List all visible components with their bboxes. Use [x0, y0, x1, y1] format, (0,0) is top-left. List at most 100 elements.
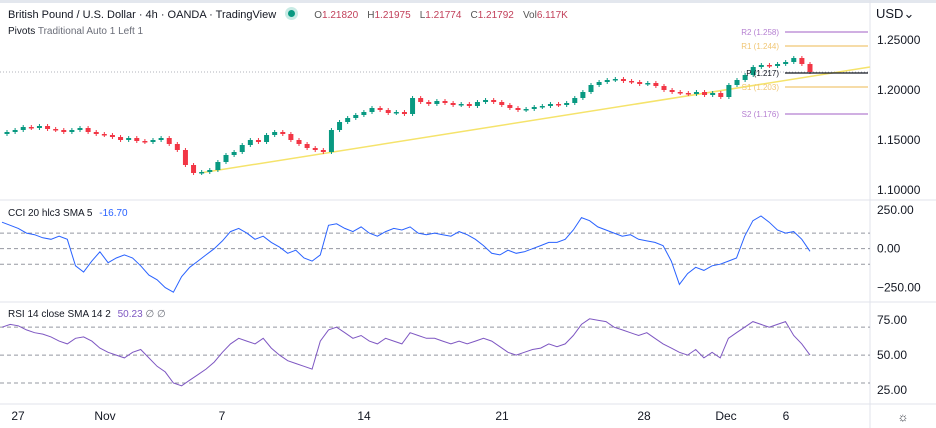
candle-body — [215, 162, 221, 170]
candle-body — [385, 110, 391, 113]
symbol-legend: British Pound / U.S. Dollar · 4h · OANDA… — [8, 9, 568, 21]
candle-body — [272, 132, 278, 135]
currency-selector[interactable]: USD⌄ — [876, 6, 915, 21]
low-value: 1.21774 — [425, 10, 462, 21]
time-tick-label: 28 — [637, 409, 651, 423]
candle-body — [783, 62, 789, 64]
candle-body — [458, 104, 464, 106]
candle-body — [766, 65, 772, 67]
candle-body — [12, 130, 18, 132]
candle-body — [126, 138, 132, 140]
candle-body — [231, 152, 237, 155]
pivots-legend[interactable]: Pivots Traditional Auto 1 Left 1 — [8, 26, 143, 37]
high-value: 1.21975 — [374, 10, 411, 21]
candle-body — [677, 92, 683, 94]
time-tick-label: 6 — [783, 409, 790, 423]
rsi-name: RSI 14 close SMA 14 2 — [8, 309, 111, 320]
trendline — [199, 66, 871, 174]
candle-body — [718, 93, 724, 97]
candle-body — [742, 75, 748, 80]
candle-body — [320, 150, 326, 152]
candle-body — [377, 108, 383, 110]
price-tick-label: 1.15000 — [877, 133, 921, 147]
low-label: L — [419, 10, 426, 21]
candle-body — [28, 127, 34, 129]
candle-body — [20, 127, 26, 130]
settings-gear-icon: ☼ — [898, 410, 909, 424]
candle-body — [572, 98, 578, 103]
candle-body — [507, 105, 513, 108]
time-tick-label: 21 — [495, 409, 509, 423]
candle-body — [207, 170, 213, 172]
candle-body — [199, 172, 205, 174]
candle-body — [247, 140, 253, 145]
candle-body — [734, 80, 740, 85]
candle-body — [523, 109, 529, 111]
candle-body — [580, 92, 586, 98]
pivot-label-r1: R1 (1.244) — [741, 42, 779, 51]
candle-body — [118, 137, 124, 140]
rsi-extra-1: ∅ — [145, 309, 155, 320]
candle-body — [36, 126, 42, 128]
candle-body — [182, 150, 188, 165]
cci-legend[interactable]: CCI 20 hlc3 SMA 5 -16.70 — [8, 208, 128, 219]
candle-body — [596, 82, 602, 85]
candle-body — [750, 67, 756, 75]
candle-body — [726, 85, 732, 97]
candle-body — [150, 140, 156, 142]
close-label: C — [470, 10, 478, 21]
candle-body — [661, 86, 667, 90]
pivots-params: Traditional Auto 1 Left 1 — [37, 26, 144, 37]
candle-body — [393, 112, 399, 114]
rsi-tick-label: 25.00 — [877, 383, 907, 397]
candle-body — [426, 102, 432, 104]
time-tick-label: 7 — [219, 409, 226, 423]
rsi-extra-2: ∅ — [156, 309, 166, 320]
candle-body — [328, 130, 334, 152]
candle-body — [410, 98, 416, 114]
candle-body — [77, 128, 83, 130]
candle-body — [693, 92, 699, 94]
rsi-legend[interactable]: RSI 14 close SMA 14 2 50.23 ∅ ∅ — [8, 309, 166, 320]
time-tick-label: Nov — [94, 409, 115, 423]
candle-body — [588, 85, 594, 92]
candle-body — [255, 140, 261, 142]
market-status-icon — [288, 10, 296, 17]
open-value: 1.21820 — [322, 10, 359, 21]
pivots-name: Pivots — [8, 26, 36, 37]
candle-body — [702, 92, 708, 95]
candle-body — [191, 165, 197, 173]
candle-body — [710, 93, 716, 95]
candle-body — [239, 145, 245, 152]
candle-body — [758, 65, 764, 67]
candle-body — [401, 112, 407, 114]
candle-body — [4, 132, 10, 134]
time-tick-label: Dec — [715, 409, 736, 423]
candle-body — [499, 102, 505, 105]
open-label: O — [314, 10, 323, 21]
price-tick-label: 1.25000 — [877, 33, 921, 47]
currency-label: USD — [876, 6, 904, 21]
candle-body — [280, 132, 286, 134]
rsi-tick-label: 75.00 — [877, 313, 907, 327]
candle-body — [361, 112, 367, 115]
candle-body — [547, 104, 553, 106]
candle-body — [337, 122, 343, 130]
candle-body — [304, 144, 310, 148]
candle-body — [474, 102, 480, 106]
candle-body — [53, 129, 59, 131]
symbol-title[interactable]: British Pound / U.S. Dollar · 4h · OANDA… — [8, 9, 277, 21]
cci-line — [1, 215, 811, 293]
candle-body — [653, 83, 659, 86]
candle-body — [604, 80, 610, 82]
candle-body — [799, 58, 805, 64]
close-value: 1.21792 — [477, 10, 514, 21]
candle-body — [612, 79, 618, 81]
candle-body — [442, 101, 448, 103]
price-tick-label: 1.10000 — [877, 183, 921, 197]
cci-tick-label: 250.00 — [877, 203, 914, 217]
rsi-line — [1, 318, 811, 387]
candle-body — [296, 140, 302, 144]
pivot-label-r2: R2 (1.258) — [741, 28, 779, 37]
